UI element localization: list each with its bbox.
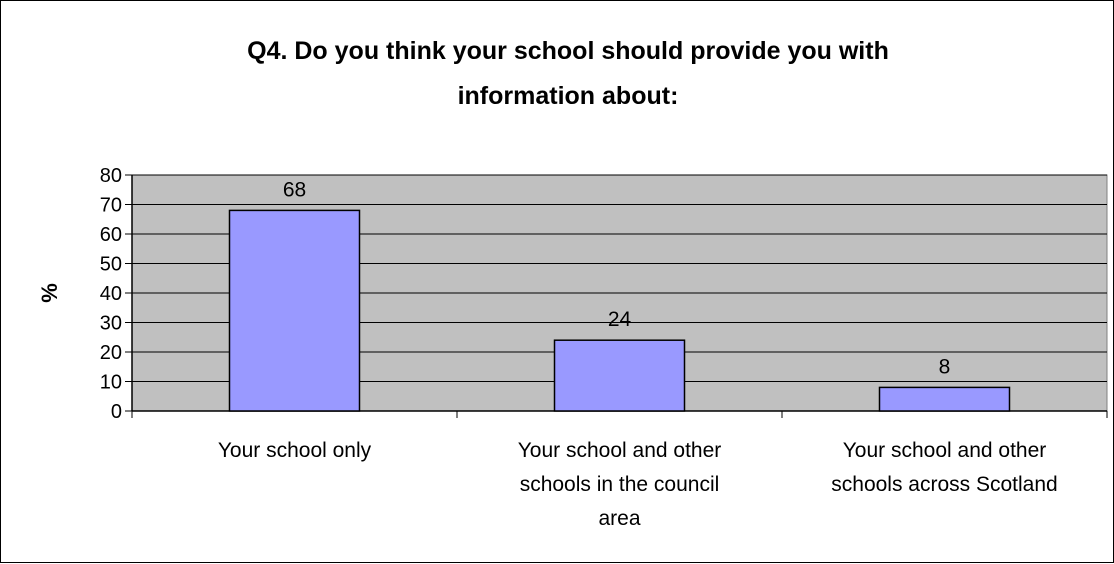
x-category-label-3: Your school and other — [843, 439, 1047, 462]
y-axis-title: % — [37, 283, 62, 303]
bar-3 — [878, 386, 1011, 412]
data-label-3: 8 — [939, 355, 951, 378]
y-tick-label: 70 — [100, 195, 122, 217]
x-category-label-2: Your school and other — [518, 439, 722, 462]
y-tick-label: 50 — [100, 254, 122, 276]
x-category-label-2: area — [598, 507, 640, 530]
y-tick-label: 80 — [100, 165, 122, 187]
data-label-1: 68 — [283, 178, 306, 201]
y-tick-label: 40 — [100, 283, 122, 305]
y-tick-label: 0 — [111, 401, 122, 423]
data-label-2: 24 — [608, 308, 632, 331]
x-category-label-1: Your school only — [218, 439, 372, 462]
y-tick-label: 30 — [100, 313, 122, 335]
bar-2 — [553, 339, 686, 412]
x-category-label-2: schools in the council — [520, 473, 720, 496]
chart-title-line-2: information about: — [458, 82, 679, 110]
x-category-label-3: schools across Scotland — [831, 473, 1057, 496]
y-tick-label: 10 — [100, 372, 122, 394]
y-tick-label: 20 — [100, 342, 122, 364]
chart-title-line-1: Q4. Do you think your school should prov… — [247, 37, 889, 65]
y-tick-label: 60 — [100, 224, 122, 246]
bar-1 — [228, 209, 361, 412]
